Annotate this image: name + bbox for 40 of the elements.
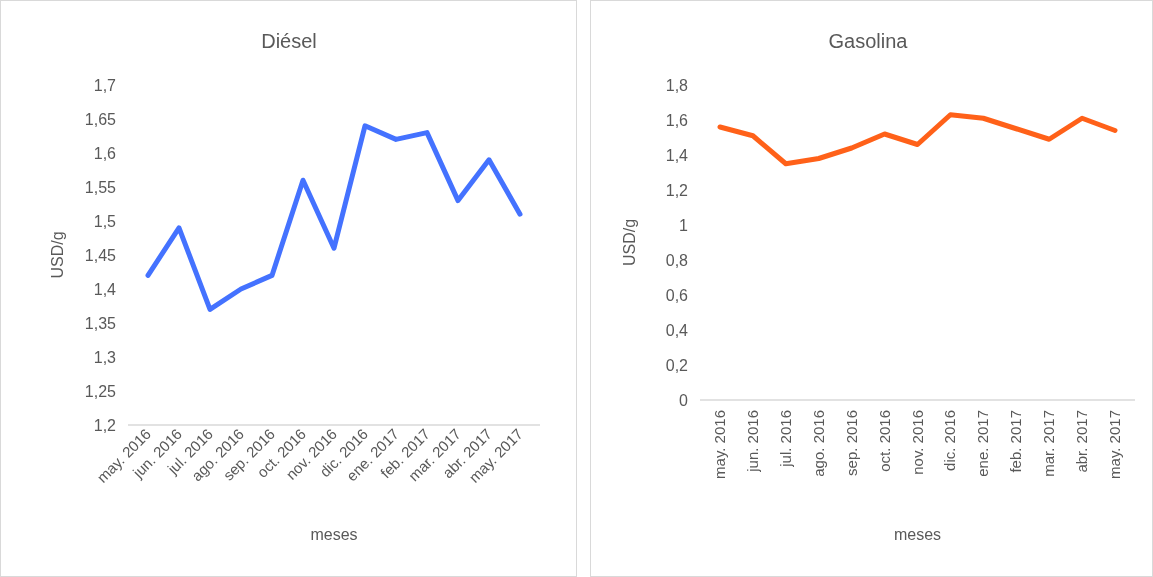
- x-tick-label: dic. 2016: [941, 410, 959, 471]
- x-tick-label: may. 2017: [1106, 410, 1123, 479]
- y-tick-label: 1,6: [93, 144, 117, 162]
- chart-title: Diésel: [261, 30, 317, 52]
- x-tick-label: sep. 2016: [842, 410, 860, 476]
- y-tick-label: 1,5: [93, 212, 117, 230]
- y-tick-label: 0,8: [665, 251, 689, 269]
- y-tick-label: 0,6: [665, 286, 689, 304]
- x-tick-label: ene. 2017: [974, 410, 992, 477]
- y-tick-label: 1,7: [93, 76, 117, 94]
- y-axis-title: USD/g: [49, 231, 66, 279]
- x-tick-label: mar. 2017: [1040, 410, 1058, 477]
- y-tick-label: 1,3: [93, 348, 117, 366]
- y-tick-label: 1,65: [84, 110, 117, 128]
- y-tick-label: 1,6: [665, 111, 689, 129]
- x-tick-label: abr. 2017: [1073, 410, 1091, 473]
- x-tick-label: oct. 2016: [875, 410, 893, 472]
- y-tick-label: 1: [679, 216, 689, 234]
- x-tick-label: ago. 2016: [809, 410, 827, 477]
- y-tick-label: 0,4: [665, 321, 689, 339]
- y-tick-label: 1,25: [84, 382, 117, 400]
- y-axis-title: USD/g: [621, 218, 638, 267]
- x-axis-title: meses: [310, 526, 358, 543]
- x-tick-label: nov. 2016: [908, 410, 926, 475]
- x-tick-label: jun. 2016: [743, 410, 761, 473]
- y-tick-label: 0: [679, 391, 689, 409]
- y-tick-label: 1,35: [84, 314, 117, 332]
- y-tick-label: 1,8: [665, 76, 689, 94]
- y-tick-label: 1,4: [93, 280, 117, 298]
- x-axis-title: meses: [893, 526, 942, 543]
- y-tick-label: 1,4: [665, 146, 689, 164]
- y-tick-label: 1,2: [665, 181, 689, 199]
- y-tick-label: 1,2: [93, 416, 117, 434]
- y-tick-label: 1,45: [84, 246, 117, 264]
- y-tick-label: 1,55: [84, 178, 117, 196]
- x-tick-label: may. 2016: [711, 410, 728, 479]
- chart-title: Gasolina: [828, 30, 909, 52]
- y-tick-label: 0,2: [665, 356, 689, 374]
- x-tick-label: feb. 2017: [1007, 410, 1025, 473]
- x-tick-label: jul. 2016: [776, 410, 794, 468]
